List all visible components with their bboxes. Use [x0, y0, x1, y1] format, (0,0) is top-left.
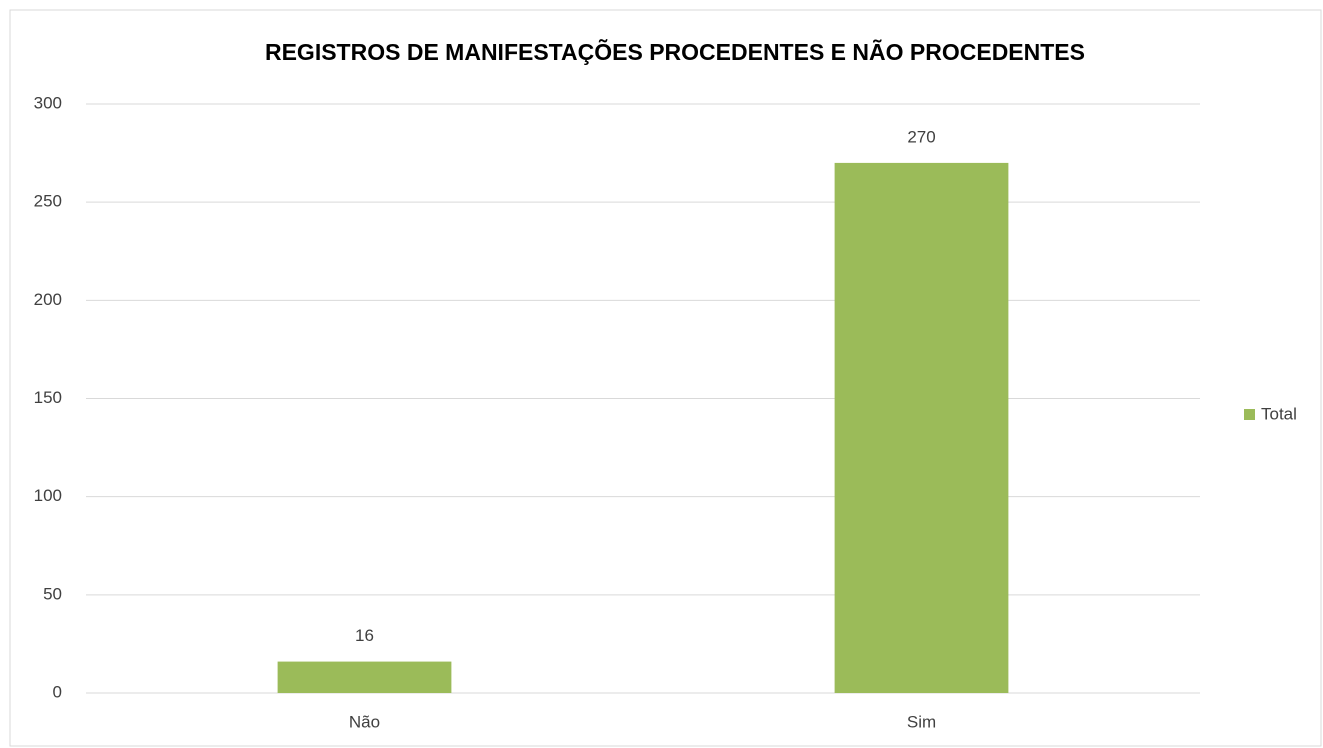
chart-title: REGISTROS DE MANIFESTAÇÕES PROCEDENTES E…	[265, 38, 1085, 65]
x-tick-label: Sim	[907, 712, 936, 731]
y-tick-label: 200	[34, 290, 62, 309]
legend-label: Total	[1261, 404, 1297, 423]
data-label: 16	[355, 626, 374, 645]
y-tick-label: 50	[43, 584, 62, 603]
y-tick-label: 300	[34, 93, 62, 112]
bar	[277, 661, 452, 693]
y-tick-label: 0	[53, 682, 62, 701]
bar	[834, 162, 1009, 693]
y-tick-label: 150	[34, 388, 62, 407]
legend-swatch	[1244, 409, 1255, 420]
data-label: 270	[907, 127, 935, 146]
y-tick-label: 250	[34, 192, 62, 211]
y-tick-label: 100	[34, 486, 62, 505]
chart-border	[9, 9, 1322, 747]
x-tick-label: Não	[349, 712, 380, 731]
